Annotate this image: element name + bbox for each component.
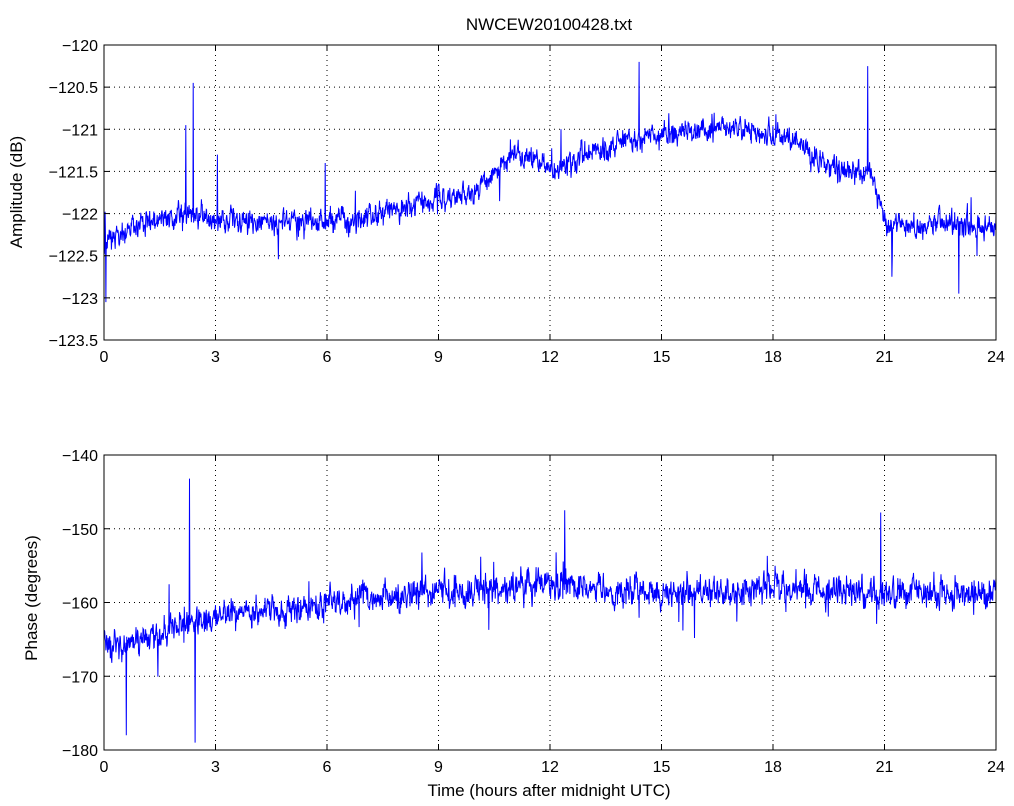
phase-y-tick-label: −150 [62, 522, 98, 539]
phase-series-line [103, 478, 997, 743]
amplitude-y-tick-label: −121 [62, 122, 98, 139]
phase-panel: 0 3 6 9 12 15 18 21 24 −180 −170 −160 −150 −140 Phase… [22, 448, 1005, 800]
amplitude-y-tick-label: −120.5 [49, 80, 98, 97]
phase-y-tick-label: −160 [62, 596, 98, 613]
amplitude-y-tick-label: −123 [62, 291, 98, 308]
x-axis-label: Time (hours after midnight UTC) [427, 781, 670, 800]
phase-y-tick-label: −180 [62, 743, 98, 760]
phase-x-tick-label: 3 [211, 759, 220, 776]
amplitude-y-tick-label: −120 [62, 38, 98, 55]
phase-x-tick-label: 15 [653, 759, 671, 776]
amplitude-x-tick-label: 3 [211, 349, 220, 366]
amplitude-x-tick-label: 9 [434, 349, 443, 366]
amplitude-y-tick-label: −123.5 [49, 333, 98, 350]
phase-x-tick-label: 21 [876, 759, 894, 776]
amplitude-x-tick-label: 15 [653, 349, 671, 366]
phase-x-tick-label: 0 [100, 759, 109, 776]
phase-grid [104, 455, 996, 750]
phase-x-tick-label: 24 [987, 759, 1005, 776]
amplitude-y-tick-label: −122.5 [49, 249, 98, 266]
amplitude-y-tick-label: −121.5 [49, 164, 98, 181]
amplitude-x-tick-label: 24 [987, 349, 1005, 366]
phase-y-tick-label: −170 [62, 669, 98, 686]
phase-x-tick-label: 6 [323, 759, 332, 776]
amplitude-x-tick-label: 12 [541, 349, 559, 366]
amplitude-x-tick-label: 18 [764, 349, 782, 366]
phase-x-tick-label: 12 [541, 759, 559, 776]
phase-x-tick-label: 18 [764, 759, 782, 776]
amplitude-ticks: 0 3 6 9 12 15 18 21 24 −123.5 −123 −122.5 −122 −121.5… [49, 38, 1005, 366]
amplitude-x-tick-label: 21 [876, 349, 894, 366]
amplitude-y-axis-label: Amplitude (dB) [7, 136, 26, 248]
phase-y-tick-label: −140 [62, 448, 98, 465]
amplitude-x-tick-label: 0 [100, 349, 109, 366]
amplitude-series-line [103, 61, 997, 303]
phase-x-tick-label: 9 [434, 759, 443, 776]
phase-y-axis-label: Phase (degrees) [22, 535, 41, 661]
chart-title: NWCEW20100428.txt [466, 15, 633, 34]
amplitude-x-tick-label: 6 [323, 349, 332, 366]
phase-ticks: 0 3 6 9 12 15 18 21 24 −180 −170 −160 −150 −140 [62, 448, 1005, 776]
amplitude-y-tick-label: −122 [62, 207, 98, 224]
amplitude-panel: 0 3 6 9 12 15 18 21 24 −123.5 −123 −122.5 −122 −121.5… [7, 38, 1005, 366]
